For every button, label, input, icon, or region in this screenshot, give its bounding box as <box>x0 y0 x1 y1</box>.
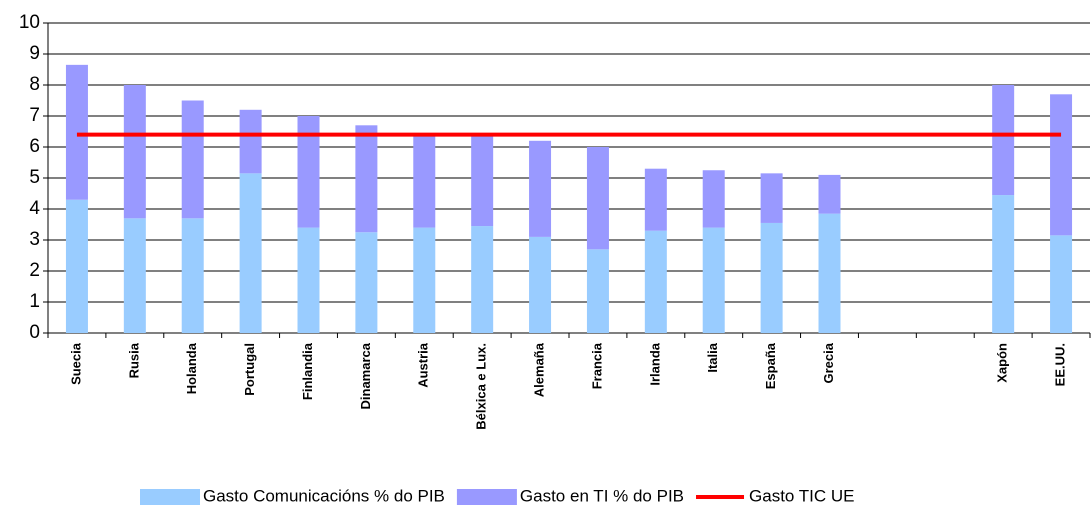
x-tick-label: Portugal <box>242 343 257 396</box>
x-tick-label: Austria <box>416 342 431 388</box>
x-tick-label: Holanda <box>184 342 199 394</box>
bar-segment <box>471 226 494 333</box>
bar-segment <box>297 227 320 333</box>
x-tick-label: Xapón <box>995 343 1010 383</box>
bar-segment <box>818 213 841 333</box>
bar-segment <box>65 199 88 333</box>
bar-segment <box>1050 235 1073 333</box>
y-tick-label: 5 <box>29 167 40 188</box>
bar-segment <box>65 64 88 200</box>
bar-segment <box>355 125 378 233</box>
bar-segment <box>239 109 262 174</box>
bar-segment <box>586 249 609 333</box>
bar-segment <box>181 100 204 219</box>
x-tick-label: Grecia <box>821 342 836 383</box>
x-tick-label: EE.UU. <box>1052 343 1067 386</box>
bar-segment <box>644 230 667 333</box>
bar-segment <box>413 133 436 228</box>
x-tick-label: Irlanda <box>647 342 662 385</box>
bar-segment <box>1050 94 1073 236</box>
x-tick-label: Italia <box>705 342 720 372</box>
y-tick-label: 6 <box>29 136 40 157</box>
y-tick-label: 0 <box>29 322 40 343</box>
bar-segment <box>355 232 378 333</box>
x-tick-label: Suecia <box>68 342 83 385</box>
bar-segment <box>702 170 725 228</box>
bar-segment <box>818 174 841 214</box>
bar-segment <box>702 227 725 333</box>
bar-segment <box>413 227 436 333</box>
x-tick-label: Alemaña <box>531 342 546 397</box>
bar-segment <box>529 140 552 237</box>
bar-segment <box>471 133 494 227</box>
bar-segment <box>123 218 146 333</box>
y-tick-label: 3 <box>29 229 40 250</box>
bar-segment <box>992 85 1015 196</box>
x-tick-label: Rusia <box>126 342 141 378</box>
bar-segment <box>181 218 204 333</box>
bar-segment <box>123 85 146 219</box>
x-tick-label: Finlandia <box>300 342 315 400</box>
legend-swatch <box>140 489 200 505</box>
legend-label: Gasto Comunicacións % do PIB <box>203 486 445 505</box>
legend-swatch <box>456 489 517 505</box>
bar-segment <box>644 168 667 231</box>
bar-segment <box>297 116 320 228</box>
legend-label: Gasto en TI % do PIB <box>520 486 684 505</box>
bar-segment <box>586 147 609 250</box>
y-tick-label: 9 <box>29 43 40 64</box>
bar-segment <box>760 222 783 333</box>
x-tick-label: Francia <box>589 342 604 389</box>
bar-segment <box>529 236 552 333</box>
bar-segment <box>239 173 262 333</box>
bar-segment <box>760 173 783 223</box>
x-tick-label: Bélxica e Lux. <box>474 343 489 430</box>
y-tick-label: 2 <box>29 260 40 281</box>
x-tick-label: España <box>763 342 778 389</box>
y-tick-label: 7 <box>29 105 40 126</box>
legend-label: Gasto TIC UE <box>749 486 855 505</box>
bar-segment <box>992 195 1015 333</box>
x-tick-label: Dinamarca <box>358 342 373 409</box>
y-tick-label: 1 <box>29 291 40 312</box>
y-tick-label: 4 <box>29 198 40 219</box>
y-tick-label: 8 <box>29 74 40 95</box>
y-tick-label: 10 <box>19 12 40 33</box>
